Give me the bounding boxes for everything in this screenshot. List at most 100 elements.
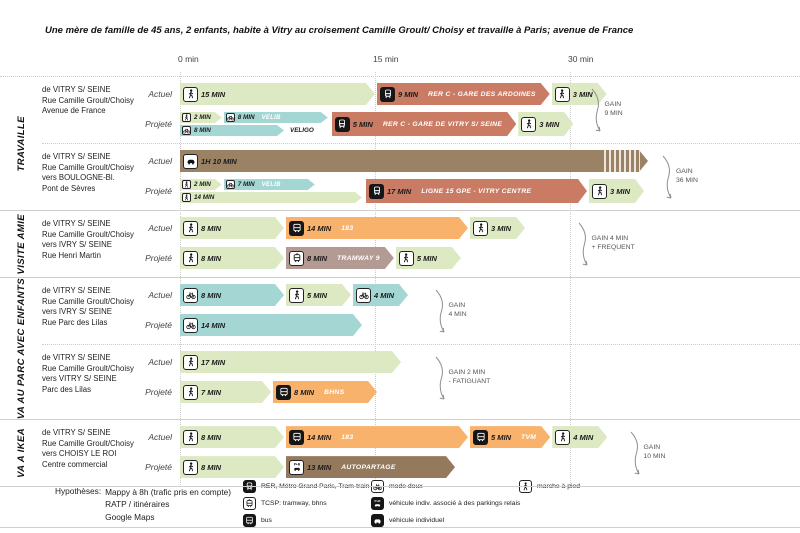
- duration-label: 7 MIN: [201, 387, 222, 397]
- duration-label: 2 MIN: [194, 114, 211, 121]
- trip-route-line: vers VITRY S/ SEINE: [42, 374, 117, 384]
- trip-route-line: Rue Henri Martin: [42, 250, 101, 260]
- trip-group-label: VA A IKEA: [15, 428, 27, 479]
- duration-label: 8 MIN: [201, 223, 222, 233]
- duration-label: 14 MIN: [307, 223, 332, 233]
- trip-block: de VITRY S/ SEINE Rue Camille Groult/Choi…: [42, 420, 800, 486]
- bike-segment: 4 MIN: [353, 284, 408, 306]
- scenario-label: Projeté: [145, 119, 172, 129]
- route-label: AUTOPARTAGE: [341, 463, 396, 471]
- walk-icon: [182, 113, 191, 122]
- segments-track: 8 MIN 5 MIN 4 MIN: [180, 284, 800, 306]
- route-label: LIGNE 15 GPE - VITRY CENTRE: [421, 187, 532, 195]
- scenario-rows: Actuel 15 MIN 9 MIN RER C - GARE DES ARDOIN…: [142, 82, 800, 136]
- trip-group-label-col: VA AU PARC AVEC ENFANTS: [0, 278, 42, 419]
- segments-track: 8 MIN 8 MIN TRAMWAY 9 5 MIN: [180, 247, 800, 269]
- duration-label: 5 MIN: [416, 253, 437, 263]
- duration-label: 3 MIN: [539, 119, 560, 129]
- walk-icon: [555, 87, 570, 102]
- trip-route-line: Parc des Lilas: [42, 384, 91, 394]
- trip-group: TRAVAILLE de VITRY S/ SEINE Rue Camille Gr…: [0, 77, 800, 210]
- scenario-row: Actuel 8 MIN 14 MIN 183 3 MIN: [142, 216, 800, 240]
- segments-track: 7 MIN 8 MIN BHNS: [180, 381, 800, 403]
- gain-annotation: GAIN 36 MIN: [661, 155, 698, 199]
- bus-icon: [473, 430, 488, 445]
- trip-group-label: VA AU PARC AVEC ENFANTS: [15, 278, 27, 420]
- walk-segment: 8 MIN: [180, 426, 284, 448]
- duration-label: 5 MIN: [491, 432, 512, 442]
- hypotheses-lines: Mappy à 8h (trafic pris en compte) RATP /…: [105, 486, 231, 523]
- bike-segment: 14 MIN: [180, 314, 362, 336]
- walk-icon: [183, 87, 198, 102]
- trip-block: de VITRY S/ SEINE Rue Camille Groult/Choi…: [42, 278, 800, 344]
- trip-route-line: Rue Camille Groult/Choisy: [42, 363, 134, 373]
- duration-label: 7 MIN: [237, 181, 255, 188]
- legend-label: véhicule indiv. associé à des parkings r…: [389, 500, 521, 507]
- gain-brace: [591, 88, 600, 132]
- trip-group-label: TRAVAILLE: [15, 115, 27, 172]
- duration-label: 2 MIN: [194, 181, 211, 188]
- gain-brace: [578, 222, 587, 266]
- scenario-rows: Actuel 8 MIN 5 MIN 4 MIN Projeté 14 MIN: [142, 283, 800, 337]
- trip-route-description: de VITRY S/ SEINE Rue Camille Groult/Choi…: [42, 82, 142, 136]
- trip-route-line: Rue Camille Groult/Choisy: [42, 438, 134, 448]
- duration-label: 4 MIN: [573, 432, 594, 442]
- lane: 8 MIN VELIGO: [180, 125, 314, 136]
- axis-tick-label: 15 min: [373, 54, 399, 64]
- tram-icon: [243, 497, 256, 510]
- gain-text: GAIN 4 MIN: [449, 302, 467, 320]
- scenario-label: Actuel: [148, 156, 172, 166]
- axis-gridline: [375, 72, 376, 488]
- duration-label: 9 MIN: [398, 89, 419, 99]
- walk-segment: 3 MIN: [518, 112, 573, 136]
- walk-segment: 15 MIN: [180, 83, 375, 105]
- duration-label: 17 MIN: [387, 186, 412, 196]
- car-relais-icon: [371, 497, 384, 510]
- timeline-area: 0 min 15 min 30 min TRAVAILLE de VITRY S/ S…: [0, 50, 800, 488]
- legend-label: TCSP: tramway, bhns: [261, 500, 327, 507]
- scenario-label: Projeté: [145, 387, 172, 397]
- gain-brace: [662, 155, 672, 199]
- bus-icon: [289, 430, 304, 445]
- trip-route-line: Rue Camille Groult/Choisy: [42, 296, 134, 306]
- segments-track: 8 MIN 13 MIN AUTOPARTAGE: [180, 456, 800, 478]
- legend-item: TCSP: tramway, bhns: [243, 497, 369, 510]
- trip-group-label-col: TRAVAILLE: [0, 77, 42, 210]
- duration-label: 1H 10 MIN: [201, 156, 237, 166]
- route-label: 183: [341, 433, 354, 441]
- legend-item: bus: [243, 514, 369, 527]
- walk-icon: [182, 180, 191, 189]
- scenario-label: Projeté: [145, 253, 172, 263]
- trip-route-line: Centre commercial: [42, 459, 108, 469]
- trip-route-line: vers CHOISY LE ROI: [42, 449, 117, 459]
- axis-gridline: [570, 72, 571, 488]
- trip-group: VA A IKEA de VITRY S/ SEINE Rue Camille Gr…: [0, 419, 800, 486]
- bike-segment: 8 MIN VELIB: [224, 112, 328, 123]
- duration-label: 8 MIN: [201, 462, 222, 472]
- trip-route-line: Rue Camille Groult/Choisy: [42, 229, 134, 239]
- gain-line: GAIN: [448, 302, 466, 310]
- gain-annotation: GAIN 9 MIN: [590, 88, 623, 132]
- bus-segment: 14 MIN 183: [286, 426, 468, 448]
- route-label: VELIB: [261, 181, 281, 188]
- bike-icon: [183, 318, 198, 333]
- trip-blocks: de VITRY S/ SEINE Rue Camille Groult/Choi…: [42, 278, 800, 419]
- walk-icon: [473, 221, 488, 236]
- scenario-row: Actuel 1H 10 MIN: [142, 149, 800, 173]
- walk-segment: 7 MIN: [180, 381, 271, 403]
- gain-annotation: GAIN 4 MIN + FREQUENT: [577, 222, 635, 266]
- alternative-lanes: 2 MIN 7 MIN VELIB 14 MIN: [180, 179, 364, 203]
- duration-label: 3 MIN: [610, 186, 631, 196]
- axis-tick-label: 0 min: [178, 54, 199, 64]
- scenario-label: Actuel: [148, 432, 172, 443]
- chart-groups: TRAVAILLE de VITRY S/ SEINE Rue Camille Gr…: [0, 76, 800, 488]
- scenario-rows: Actuel 8 MIN 14 MIN 183 5 MIN TVM 4 MIN Projeté…: [142, 425, 800, 479]
- bike-icon: [182, 126, 191, 135]
- bus-icon: [243, 514, 256, 527]
- gain-text: GAIN 4 MIN + FREQUENT: [592, 235, 635, 253]
- car-icon: [371, 514, 384, 527]
- duration-label: 8 MIN: [294, 387, 315, 397]
- scenario-label: Projeté: [145, 186, 172, 196]
- trip-block: de VITRY S/ SEINE Rue Camille Groult/Choi…: [42, 143, 800, 210]
- scenario-label: Projeté: [145, 320, 172, 330]
